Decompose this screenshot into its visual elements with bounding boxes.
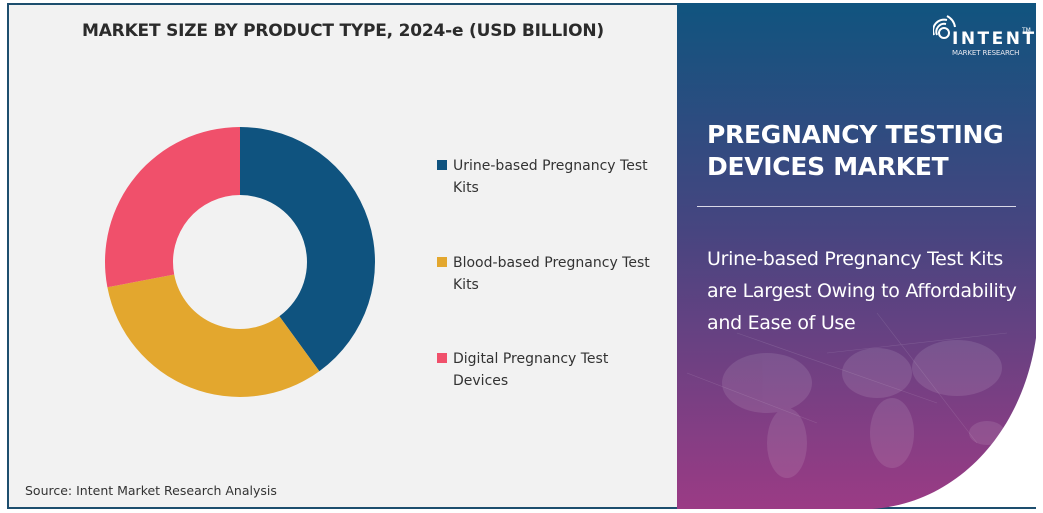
logo-trademark: TM: [1022, 27, 1031, 34]
legend-swatch-urine: [437, 160, 447, 170]
donut-chart: [105, 127, 375, 397]
side-panel: INTENT TM MARKET RESEARCH PREGNANCY TEST…: [677, 3, 1036, 509]
outer-frame: [7, 3, 1036, 509]
logo-subtitle: MARKET RESEARCH: [952, 49, 1020, 57]
world-map-decoration: [722, 340, 1005, 478]
legend-label: Blood-based Pregnancy Test Kits: [453, 255, 650, 293]
logo-wordmark: INTENT: [952, 29, 1037, 49]
legend-swatch-digital: [437, 353, 447, 363]
donut-slice: [107, 274, 320, 397]
legend-label: Digital Pregnancy Test Devices: [453, 351, 609, 389]
source-note: Source: Intent Market Research Analysis: [25, 483, 277, 498]
market-title: PREGNANCY TESTING DEVICES MARKET: [707, 120, 1004, 181]
title-divider: [697, 206, 1016, 207]
chart-title: MARKET SIZE BY PRODUCT TYPE, 2024-e (USD…: [82, 21, 604, 41]
intent-logo: INTENT TM MARKET RESEARCH: [930, 13, 1034, 61]
legend-swatch-blood: [437, 257, 447, 267]
legend-label: Urine-based Pregnancy Test Kits: [453, 158, 648, 196]
side-panel-background: [677, 3, 1036, 509]
donut-slice: [240, 127, 375, 372]
key-insight: Urine-based Pregnancy Test Kits are Larg…: [707, 248, 1017, 334]
signal-broadcast-icon: [933, 15, 956, 39]
donut-slice: [105, 127, 241, 288]
chart-area: MARKET SIZE BY PRODUCT TYPE, 2024-e (USD…: [9, 5, 677, 507]
